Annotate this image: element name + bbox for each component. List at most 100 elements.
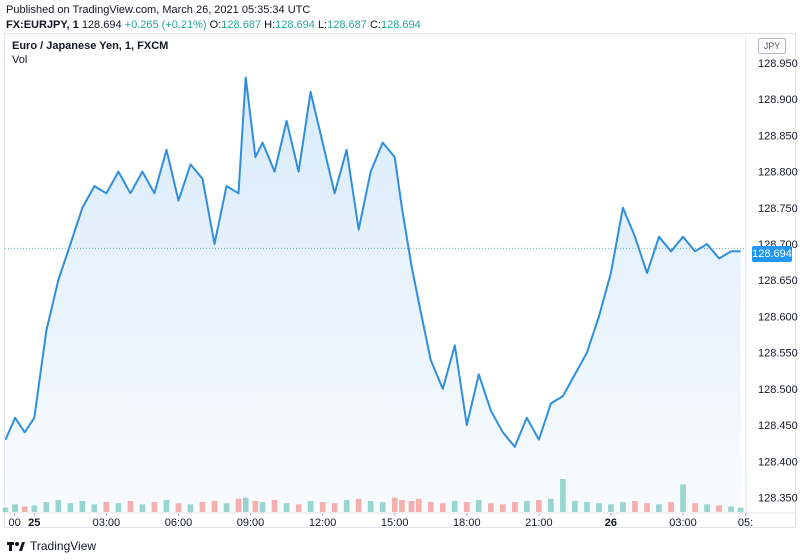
volume-bar [67,503,74,512]
y-tick-label: 128.850 [758,130,798,142]
volume-bar [680,484,686,512]
x-tick-label: 26 [605,517,617,529]
volume-bar [692,503,698,512]
volume-bar [584,502,590,512]
volume-bar [235,498,242,512]
brand-label: TradingView [30,539,97,553]
volume-bar [199,502,206,512]
x-tick-label: 03:00 [93,517,121,529]
y-tick-label: 128.600 [758,312,798,324]
volume-bar [31,505,38,512]
y-tick-label: 128.400 [758,456,798,468]
volume-bar [668,502,674,512]
y-tick-label: 128.950 [758,58,798,70]
volume-bar [475,499,482,512]
volume-bar [355,498,362,512]
volume-bar [151,502,158,512]
volume-bar [115,503,122,512]
x-tick-label: 03:00 [669,517,697,529]
x-tick-label: 25 [28,517,40,529]
volume-bar [55,499,62,512]
low-label: L: [317,19,328,31]
x-tick-label: 00 [8,517,20,529]
volume-bar [252,501,259,512]
volume-bar [139,504,146,512]
volume-bar [331,503,338,512]
volume-bar [620,502,626,512]
last-price-tag: 128.694 [752,246,792,262]
volume-bar [704,504,710,512]
volume-bar [728,506,734,512]
y-tick-label: 128.550 [758,348,798,360]
volume-bar [548,498,554,512]
volume-bar [596,503,602,512]
volume-bar [295,504,302,512]
currency-button[interactable]: JPY [758,38,786,54]
close-value: 128.694 [380,19,421,31]
y-tick-label: 128.500 [758,384,798,396]
volume-bar [283,503,290,512]
x-tick-label: 05: [738,517,753,529]
y-tick-label: 128.450 [758,420,798,432]
volume-bar [163,499,170,512]
x-tick-label: 21:00 [525,517,553,529]
volume-bar [512,502,518,512]
y-tick-label: 128.900 [758,94,798,106]
volume-bar [127,501,134,512]
volume-bar [408,501,415,512]
y-tick-label: 128.350 [758,493,798,505]
high-value: 128.694 [275,19,315,31]
volume-bar [439,503,446,512]
volume-bar [572,501,578,512]
x-tick-label: 09:00 [237,517,265,529]
chart-legend: Euro / Japanese Yen, 1, FXCM Vol [12,40,168,66]
x-tick-label: 15:00 [381,517,409,529]
y-tick-label: 128.750 [758,203,798,215]
volume-bar [524,501,530,512]
volume-bar [2,507,9,512]
volume-bar [451,501,458,512]
volume-bar [319,502,326,512]
volume-bar [242,497,249,512]
price-line [4,76,741,448]
legend-volume: Vol [12,54,28,66]
volume-bar [12,504,18,512]
volume-bar [427,502,434,512]
legend-title: Euro / Japanese Yen, 1, FXCM [12,40,169,52]
published-info: Published on TradingView.com, March 26, … [6,4,311,16]
volume-bar [608,504,614,512]
volume-bar [536,499,542,512]
open-label: O: [209,19,222,31]
y-tick-label: 128.650 [758,275,798,287]
volume-bar [500,504,506,512]
open-value: 128.687 [221,19,262,31]
volume-bar [488,503,494,512]
ohlc-bar: FX:EURJPY, 1 128.694 +0.265 (+0.21%) O:1… [6,19,421,31]
change-value: +0.265 (+0.21%) [124,19,207,31]
volume-bar [223,503,230,512]
symbol-label: FX:EURJPY, 1 [6,19,79,31]
volume-bar [91,504,98,512]
chart-frame [4,33,796,528]
low-value: 128.687 [327,19,367,31]
volume-bar [367,501,374,512]
volume-bar [632,501,638,512]
volume-bar [463,502,470,512]
y-tick-label: 128.800 [758,167,798,179]
volume-bar [271,499,278,512]
x-tick-label: 18:00 [453,517,481,529]
volume-bar [187,504,194,512]
price-area-fill [5,77,741,512]
volume-bar [644,503,650,512]
volume-bar [21,506,28,512]
volume-bar [43,502,50,512]
close-label: C: [369,19,381,31]
volume-bar [307,501,314,512]
volume-bar [175,503,182,512]
volume-bar [103,502,110,512]
x-tick-label: 12:00 [309,517,337,529]
volume-bar [737,507,744,512]
tradingview-brand: TradingView [6,539,96,553]
volume-bar [379,502,386,512]
